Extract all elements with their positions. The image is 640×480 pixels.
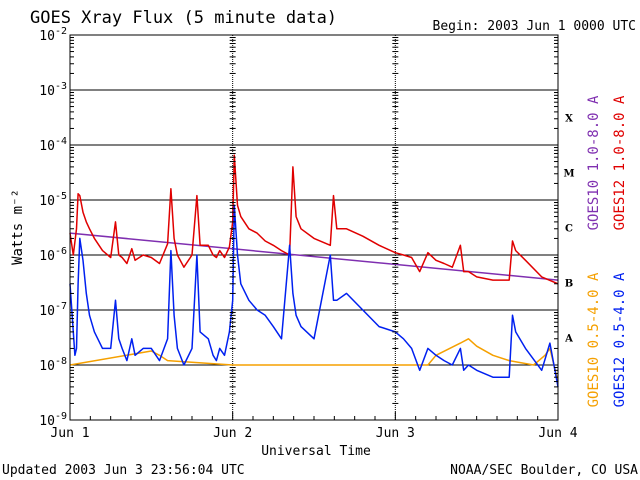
flare-class-label: X xyxy=(565,114,573,125)
y-tick-label: 10-2 xyxy=(39,26,67,44)
flare-class-label: A xyxy=(564,334,573,345)
series-layer xyxy=(69,154,559,388)
legend-goes10-1-0-8-0-a: GOES10 1.0-8.0 A xyxy=(586,95,602,230)
x-tick-label: Jun 4 xyxy=(538,426,577,441)
label-layer: 10-9 10-8 10-7 10-6 10-5 10-4 10-3 10-2 Jun 1 Jun… xyxy=(39,26,577,441)
flare-class-label: M xyxy=(563,169,574,180)
x-tick-label: Jun 2 xyxy=(213,426,252,441)
y-axis-label: Watts m⁻² xyxy=(10,189,26,265)
x-tick-label: Jun 3 xyxy=(376,426,415,441)
flare-class-label: B xyxy=(565,279,573,290)
grid-layer xyxy=(70,35,558,420)
y-tick-label: 10-7 xyxy=(39,301,67,319)
y-tick-label: 10-4 xyxy=(39,136,67,154)
y-tick-label: 10-5 xyxy=(39,191,67,209)
legend-goes10-0-5-4-0-a: GOES10 0.5-4.0 A xyxy=(586,272,602,407)
legend-layer: GOES10 1.0-8.0 A GOES12 1.0-8.0 A GOES10 0… xyxy=(586,95,628,407)
credit-text: NOAA/SEC Boulder, CO USA xyxy=(450,463,638,478)
legend-goes12-1-0-8-0-a: GOES12 1.0-8.0 A xyxy=(612,95,628,230)
updated-timestamp: Updated 2003 Jun 3 23:56:04 UTC xyxy=(2,463,245,478)
chart-title: GOES Xray Flux (5 minute data) xyxy=(30,8,337,28)
tick-layer xyxy=(69,37,559,420)
x-axis-label: Universal Time xyxy=(261,444,371,459)
y-tick-label: 10-9 xyxy=(39,411,67,429)
begin-date: Begin: 2003 Jun 1 0000 UTC xyxy=(433,19,637,34)
plot-frame xyxy=(69,34,559,421)
x-tick-label: Jun 1 xyxy=(50,426,89,441)
series-goes12-1-0-8-0-a xyxy=(69,154,559,285)
legend-goes12-0-5-4-0-a: GOES12 0.5-4.0 A xyxy=(612,272,628,407)
series-goes10-0-5-4-0-a xyxy=(69,338,559,382)
y-tick-label: 10-6 xyxy=(39,246,67,264)
y-tick-label: 10-3 xyxy=(39,81,67,99)
y-tick-label: 10-8 xyxy=(39,356,67,374)
series-goes10-1-0-8-0-a xyxy=(69,232,559,281)
series-goes12-0-5-4-0-a xyxy=(69,204,559,388)
flare-class-label: C xyxy=(565,224,573,235)
